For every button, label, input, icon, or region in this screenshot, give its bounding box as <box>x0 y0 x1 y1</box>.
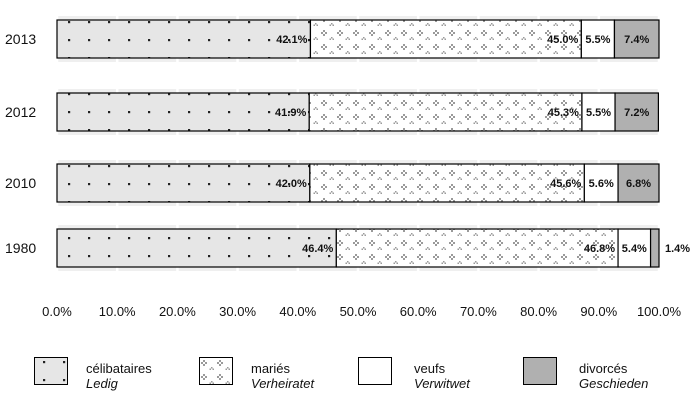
x-tick-label: 10.0% <box>99 304 136 319</box>
data-label: 5.5% <box>585 34 610 46</box>
data-label: 6.8% <box>626 178 651 190</box>
legend-swatch-veufs <box>358 357 392 385</box>
bar-segment <box>56 163 311 203</box>
data-label: 46.4% <box>302 243 333 255</box>
category-label: 1980 <box>5 240 36 256</box>
legend-label-divorces: divorcés Geschieden <box>579 361 649 391</box>
bar-segment <box>581 92 616 132</box>
x-tick-label: 0.0% <box>42 304 72 319</box>
bar-segment <box>56 92 310 132</box>
legend-label-veufs: veufs Verwitwet <box>414 361 470 391</box>
data-label: 7.4% <box>624 34 649 46</box>
x-tick-label: 80.0% <box>520 304 557 319</box>
data-label: 45.3% <box>548 107 579 119</box>
bar-segment <box>583 163 619 203</box>
bar-segment <box>56 19 312 59</box>
data-label: 45.0% <box>547 34 578 46</box>
data-label: 1.4% <box>665 243 690 255</box>
stacked-bar-chart: 2013 2012 2010 1980 42.1% 45.0% 5.5% 7.4% 41.9%… <box>5 14 690 319</box>
legend-label-celibataires: célibataires Ledig <box>86 361 152 391</box>
x-tick-label: 50.0% <box>340 304 377 319</box>
legend: célibataires Ledig mariés Verheiratet ve… <box>0 353 692 397</box>
x-tick-label: 40.0% <box>279 304 316 319</box>
x-tick-label: 20.0% <box>159 304 196 319</box>
data-label: 7.2% <box>624 107 649 119</box>
bar-segment <box>614 92 659 132</box>
bar-segment <box>335 228 619 268</box>
legend-swatch-divorces <box>523 357 557 385</box>
x-tick-label: 30.0% <box>219 304 256 319</box>
x-tick-label: 100.0% <box>637 304 682 319</box>
bar-segment <box>649 228 660 268</box>
legend-swatch-maries <box>199 357 233 385</box>
bar-segment <box>308 92 583 132</box>
data-label: 46.8% <box>584 243 615 255</box>
data-label: 42.0% <box>276 178 307 190</box>
data-label: 5.4% <box>622 243 647 255</box>
x-tick-label: 60.0% <box>400 304 437 319</box>
category-label: 2012 <box>5 104 36 120</box>
bar-segment <box>309 19 582 59</box>
bar-segment <box>617 163 660 203</box>
data-label: 5.5% <box>586 107 611 119</box>
bar-segment <box>613 19 660 59</box>
bar-segment <box>309 163 585 203</box>
bar-segment <box>617 228 652 268</box>
data-label: 45.6% <box>550 178 581 190</box>
data-label: 42.1% <box>276 34 307 46</box>
bar-segment <box>56 228 337 268</box>
legend-swatch-celibataires <box>34 357 68 385</box>
x-tick-label: 70.0% <box>460 304 497 319</box>
data-label: 41.9% <box>275 107 306 119</box>
legend-label-maries: mariés Verheiratet <box>251 361 315 391</box>
x-tick-label: 90.0% <box>580 304 617 319</box>
category-label: 2013 <box>5 31 36 47</box>
data-label: 5.6% <box>589 178 614 190</box>
bar-segment <box>580 19 616 59</box>
category-label: 2010 <box>5 175 36 191</box>
